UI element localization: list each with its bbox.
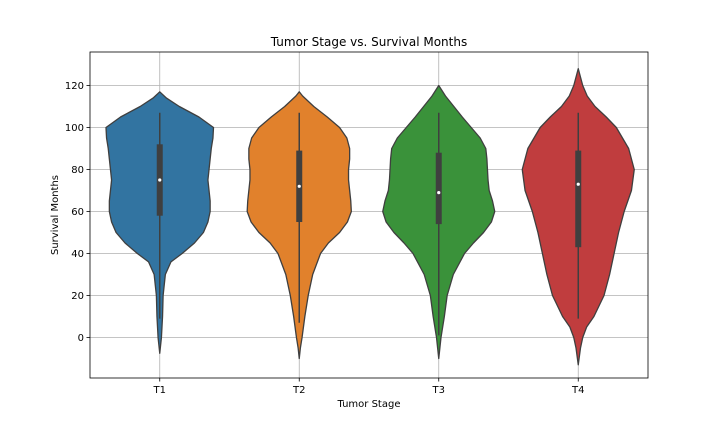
violin-t4 — [521, 68, 635, 366]
violin-t2 — [246, 91, 352, 360]
x-tick-label: T3 — [432, 385, 445, 396]
x-axis-ticks: T1 T2 T3 T4 — [153, 378, 584, 396]
violin-median — [297, 184, 301, 188]
y-tick-label: 20 — [71, 291, 84, 302]
violin-iqr-box — [435, 152, 442, 225]
violin-median — [576, 182, 580, 186]
violin-iqr-box — [575, 150, 582, 248]
y-axis-label: Survival Months — [50, 175, 61, 255]
x-tick-label: T4 — [571, 385, 584, 396]
violins — [105, 68, 635, 366]
y-tick-label: 60 — [71, 207, 84, 218]
plot-area-frame — [89, 51, 649, 379]
y-tick-label: 40 — [71, 249, 84, 260]
chart-title: Tumor Stage vs. Survival Months — [270, 35, 467, 49]
y-tick-label: 0 — [78, 333, 84, 344]
x-tick-label: T2 — [292, 385, 305, 396]
y-tick-label: 100 — [65, 123, 84, 134]
x-axis-label: Tumor Stage — [337, 399, 401, 410]
x-tick-label: T1 — [153, 385, 166, 396]
violin-median — [437, 191, 441, 195]
y-tick-label: 120 — [65, 81, 84, 92]
violin-t1 — [105, 91, 215, 354]
y-tick-label: 80 — [71, 165, 84, 176]
violin-median — [158, 178, 162, 182]
violin-t3 — [382, 84, 496, 360]
y-axis-ticks: 0 20 40 60 80 100 120 — [65, 81, 90, 344]
